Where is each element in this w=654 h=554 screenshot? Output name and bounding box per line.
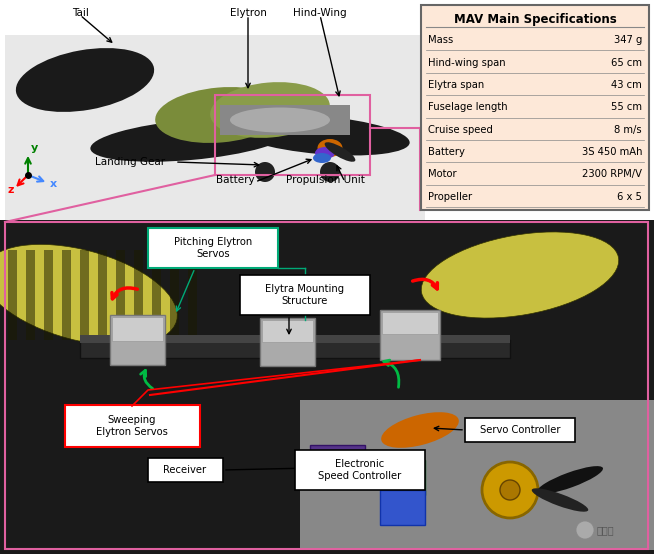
Bar: [5, 35, 425, 220]
Bar: [44, 250, 53, 340]
Text: Propulsion Unit: Propulsion Unit: [286, 175, 364, 185]
Text: Mass: Mass: [428, 35, 453, 45]
Text: 2300 RPM/V: 2300 RPM/V: [582, 170, 642, 179]
Bar: [240, 275, 370, 315]
Bar: [295, 450, 425, 490]
Text: Hind-Wing: Hind-Wing: [293, 8, 347, 18]
Text: Electronic
Speed Controller: Electronic Speed Controller: [318, 459, 402, 481]
Text: y: y: [31, 143, 38, 153]
Bar: [382, 312, 438, 334]
Bar: [148, 458, 223, 482]
Bar: [390, 460, 425, 495]
Bar: [98, 250, 107, 340]
Text: z: z: [8, 185, 14, 195]
Bar: [380, 310, 440, 360]
Bar: [260, 318, 315, 366]
Bar: [148, 228, 278, 268]
Bar: [0, 218, 654, 554]
Text: MAV Main Specifications: MAV Main Specifications: [454, 13, 616, 25]
Circle shape: [320, 162, 340, 182]
Bar: [170, 250, 179, 340]
Ellipse shape: [90, 118, 290, 162]
Bar: [421, 5, 649, 210]
Bar: [80, 340, 510, 358]
Text: Sweeping
Elytron Servos: Sweeping Elytron Servos: [96, 415, 168, 437]
Ellipse shape: [230, 107, 330, 132]
Text: x: x: [50, 179, 57, 189]
Text: Battery: Battery: [428, 147, 465, 157]
Bar: [152, 250, 161, 340]
Text: Fuselage length: Fuselage length: [428, 102, 508, 112]
Circle shape: [576, 521, 594, 539]
Bar: [80, 335, 510, 343]
Text: Elytra Mounting
Structure: Elytra Mounting Structure: [266, 284, 345, 306]
Text: 65 cm: 65 cm: [611, 58, 642, 68]
Text: Propeller: Propeller: [428, 192, 472, 202]
Text: 3S 450 mAh: 3S 450 mAh: [581, 147, 642, 157]
Ellipse shape: [381, 412, 459, 448]
Ellipse shape: [421, 232, 619, 318]
Bar: [300, 400, 654, 550]
Text: Receiver: Receiver: [164, 465, 207, 475]
Bar: [62, 250, 71, 340]
Circle shape: [255, 162, 275, 182]
Ellipse shape: [317, 139, 343, 157]
Ellipse shape: [155, 87, 284, 143]
Bar: [310, 445, 365, 475]
Bar: [134, 250, 143, 340]
Circle shape: [482, 462, 538, 518]
Text: 43 cm: 43 cm: [611, 80, 642, 90]
Ellipse shape: [315, 147, 335, 159]
Ellipse shape: [0, 244, 177, 346]
Bar: [0, 0, 654, 220]
Ellipse shape: [210, 82, 330, 138]
Bar: [65, 405, 200, 447]
Bar: [215, 95, 370, 175]
Bar: [112, 317, 163, 341]
Bar: [188, 250, 197, 340]
Ellipse shape: [532, 488, 588, 512]
Ellipse shape: [537, 466, 603, 494]
Bar: [380, 490, 425, 525]
Bar: [262, 320, 313, 342]
Text: 55 cm: 55 cm: [611, 102, 642, 112]
Bar: [110, 315, 165, 365]
Text: Motor: Motor: [428, 170, 456, 179]
Text: Cruise speed: Cruise speed: [428, 125, 493, 135]
Bar: [465, 418, 575, 442]
Text: 8 m/s: 8 m/s: [614, 125, 642, 135]
Bar: [220, 105, 350, 135]
Text: Servo Controller: Servo Controller: [480, 425, 560, 435]
Ellipse shape: [313, 153, 331, 163]
Text: Elytron: Elytron: [230, 8, 266, 18]
Text: 量子位: 量子位: [596, 525, 614, 535]
Ellipse shape: [230, 115, 409, 156]
Text: Elytra span: Elytra span: [428, 80, 484, 90]
Text: Battery: Battery: [216, 175, 254, 185]
Circle shape: [500, 480, 520, 500]
Text: 347 g: 347 g: [613, 35, 642, 45]
Ellipse shape: [324, 142, 355, 162]
Ellipse shape: [16, 48, 154, 112]
Bar: [0, 220, 654, 554]
Bar: [80, 250, 89, 340]
Text: 6 x 5: 6 x 5: [617, 192, 642, 202]
Text: Pitching Elytron
Servos: Pitching Elytron Servos: [174, 237, 252, 259]
Bar: [116, 250, 125, 340]
Bar: [8, 250, 17, 340]
Bar: [26, 250, 35, 340]
Bar: [5, 222, 648, 549]
Text: Landing Gear: Landing Gear: [95, 157, 165, 167]
Text: Tail: Tail: [71, 8, 88, 18]
Text: Hind-wing span: Hind-wing span: [428, 58, 506, 68]
